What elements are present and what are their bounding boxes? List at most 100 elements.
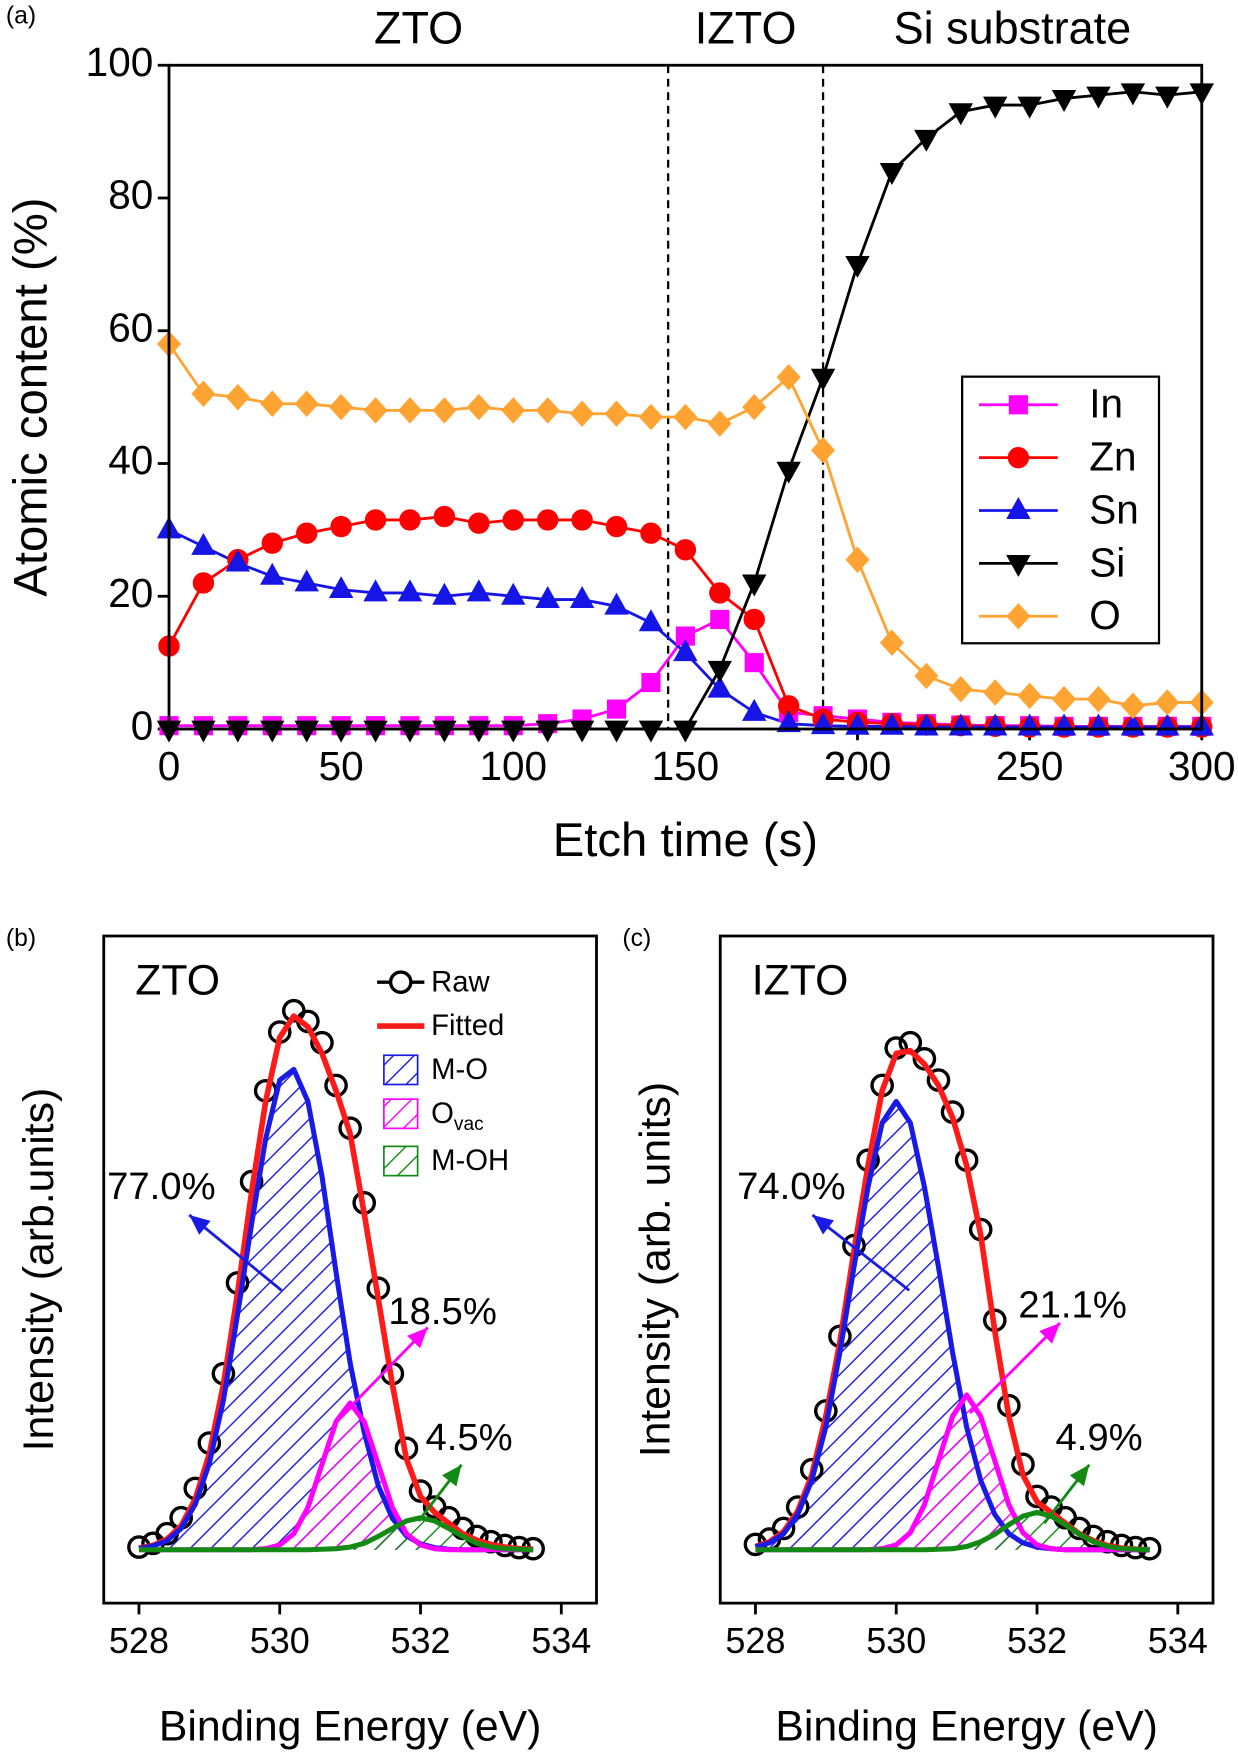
- x-tick-label: 534: [1148, 1620, 1208, 1661]
- marker: [879, 163, 905, 185]
- x-axis-title: Binding Energy (eV): [775, 1702, 1158, 1750]
- marker: [707, 660, 733, 683]
- raw-point: [771, 1516, 796, 1541]
- x-axis-title: Binding Energy (eV): [159, 1702, 542, 1750]
- region-label: Si substrate: [894, 2, 1132, 53]
- marker: [707, 410, 732, 437]
- x-tick-label: 300: [1168, 743, 1236, 789]
- marker: [948, 103, 973, 126]
- legend-label: M-O: [431, 1054, 488, 1086]
- component-share: 4.9%: [1056, 1416, 1143, 1459]
- legend-swatch: [383, 1145, 419, 1177]
- marker: [432, 397, 457, 424]
- component-hatch: [138, 1517, 534, 1550]
- x-axis-title: Etch time (s): [553, 814, 818, 867]
- marker: [1086, 86, 1111, 109]
- x-tick-label: 100: [479, 743, 547, 789]
- plot-frame: [718, 934, 1215, 1605]
- x-tick-label: 150: [652, 743, 720, 789]
- x-tick-label: 532: [1007, 1620, 1067, 1661]
- marker: [261, 532, 283, 554]
- marker: [776, 461, 801, 484]
- marker: [1155, 689, 1180, 716]
- component-hatch: [138, 1069, 534, 1550]
- x-tick-label: 532: [390, 1620, 450, 1661]
- marker: [743, 608, 765, 631]
- marker: [811, 437, 836, 464]
- marker: [535, 586, 560, 609]
- marker: [330, 515, 352, 538]
- marker: [742, 574, 767, 597]
- legend-label: Ovac: [431, 1098, 484, 1135]
- marker: [673, 639, 698, 662]
- marker: [432, 582, 457, 605]
- marker: [914, 129, 939, 152]
- marker: [707, 675, 733, 698]
- marker: [363, 720, 388, 743]
- marker: [776, 710, 801, 733]
- marker: [501, 582, 526, 605]
- panel-title: ZTO: [135, 957, 220, 1005]
- raw-point: [408, 1479, 433, 1503]
- marker: [260, 562, 285, 585]
- component-line: [138, 1515, 534, 1553]
- arrow-head: [812, 1215, 835, 1235]
- marker: [570, 400, 595, 427]
- marker: [397, 579, 423, 602]
- y-tick-label: 60: [108, 304, 153, 350]
- component-hatch: [755, 1394, 1150, 1550]
- marker: [606, 699, 627, 719]
- component-share: 18.5%: [388, 1290, 496, 1333]
- marker: [328, 576, 354, 599]
- marker: [605, 515, 628, 538]
- marker: [673, 403, 698, 431]
- x-tick-label: 528: [725, 1620, 785, 1661]
- x-tick-label: 530: [250, 1620, 310, 1661]
- marker: [536, 509, 559, 531]
- fitted-line: [138, 1013, 534, 1553]
- marker: [640, 522, 662, 544]
- legend-name: O: [431, 1098, 454, 1130]
- panel-label: (a): [6, 2, 36, 29]
- marker: [329, 393, 354, 421]
- x-tick-label: 534: [531, 1620, 591, 1661]
- marker: [466, 720, 492, 743]
- marker: [399, 509, 421, 531]
- component-share: 21.1%: [1018, 1283, 1126, 1326]
- legend-marker: [1006, 603, 1031, 630]
- marker: [432, 720, 457, 743]
- plot-frame: [102, 934, 598, 1605]
- plot-frame: [167, 63, 1204, 731]
- marker: [1051, 90, 1077, 112]
- legend-marker: [1008, 395, 1028, 415]
- marker: [260, 390, 285, 417]
- y-axis-title: Intensity (arb. units): [632, 1082, 680, 1457]
- legend-marker: [388, 970, 413, 994]
- marker: [535, 397, 560, 424]
- marker: [466, 393, 491, 421]
- marker: [810, 368, 836, 391]
- marker: [982, 96, 1008, 119]
- marker: [502, 509, 524, 531]
- marker: [225, 549, 251, 572]
- component-line: [755, 1509, 1150, 1553]
- marker: [294, 390, 319, 417]
- legend-label: Zn: [1089, 434, 1136, 480]
- marker: [1017, 682, 1042, 710]
- marker: [742, 393, 767, 421]
- marker: [468, 512, 490, 534]
- component-share: 4.5%: [426, 1416, 513, 1459]
- arrow-shaft: [336, 1326, 429, 1421]
- x-tick-label: 530: [866, 1620, 926, 1661]
- legend-marker: [1006, 554, 1031, 577]
- legend-subscript: vac: [454, 1114, 484, 1135]
- marker: [641, 672, 661, 693]
- marker: [363, 397, 388, 424]
- panel-title: IZTO: [752, 957, 849, 1005]
- marker: [776, 364, 801, 391]
- x-tick-label: 0: [158, 743, 181, 789]
- marker: [710, 609, 730, 630]
- legend-name: M-O: [431, 1054, 488, 1086]
- arrow-head: [1069, 1464, 1090, 1487]
